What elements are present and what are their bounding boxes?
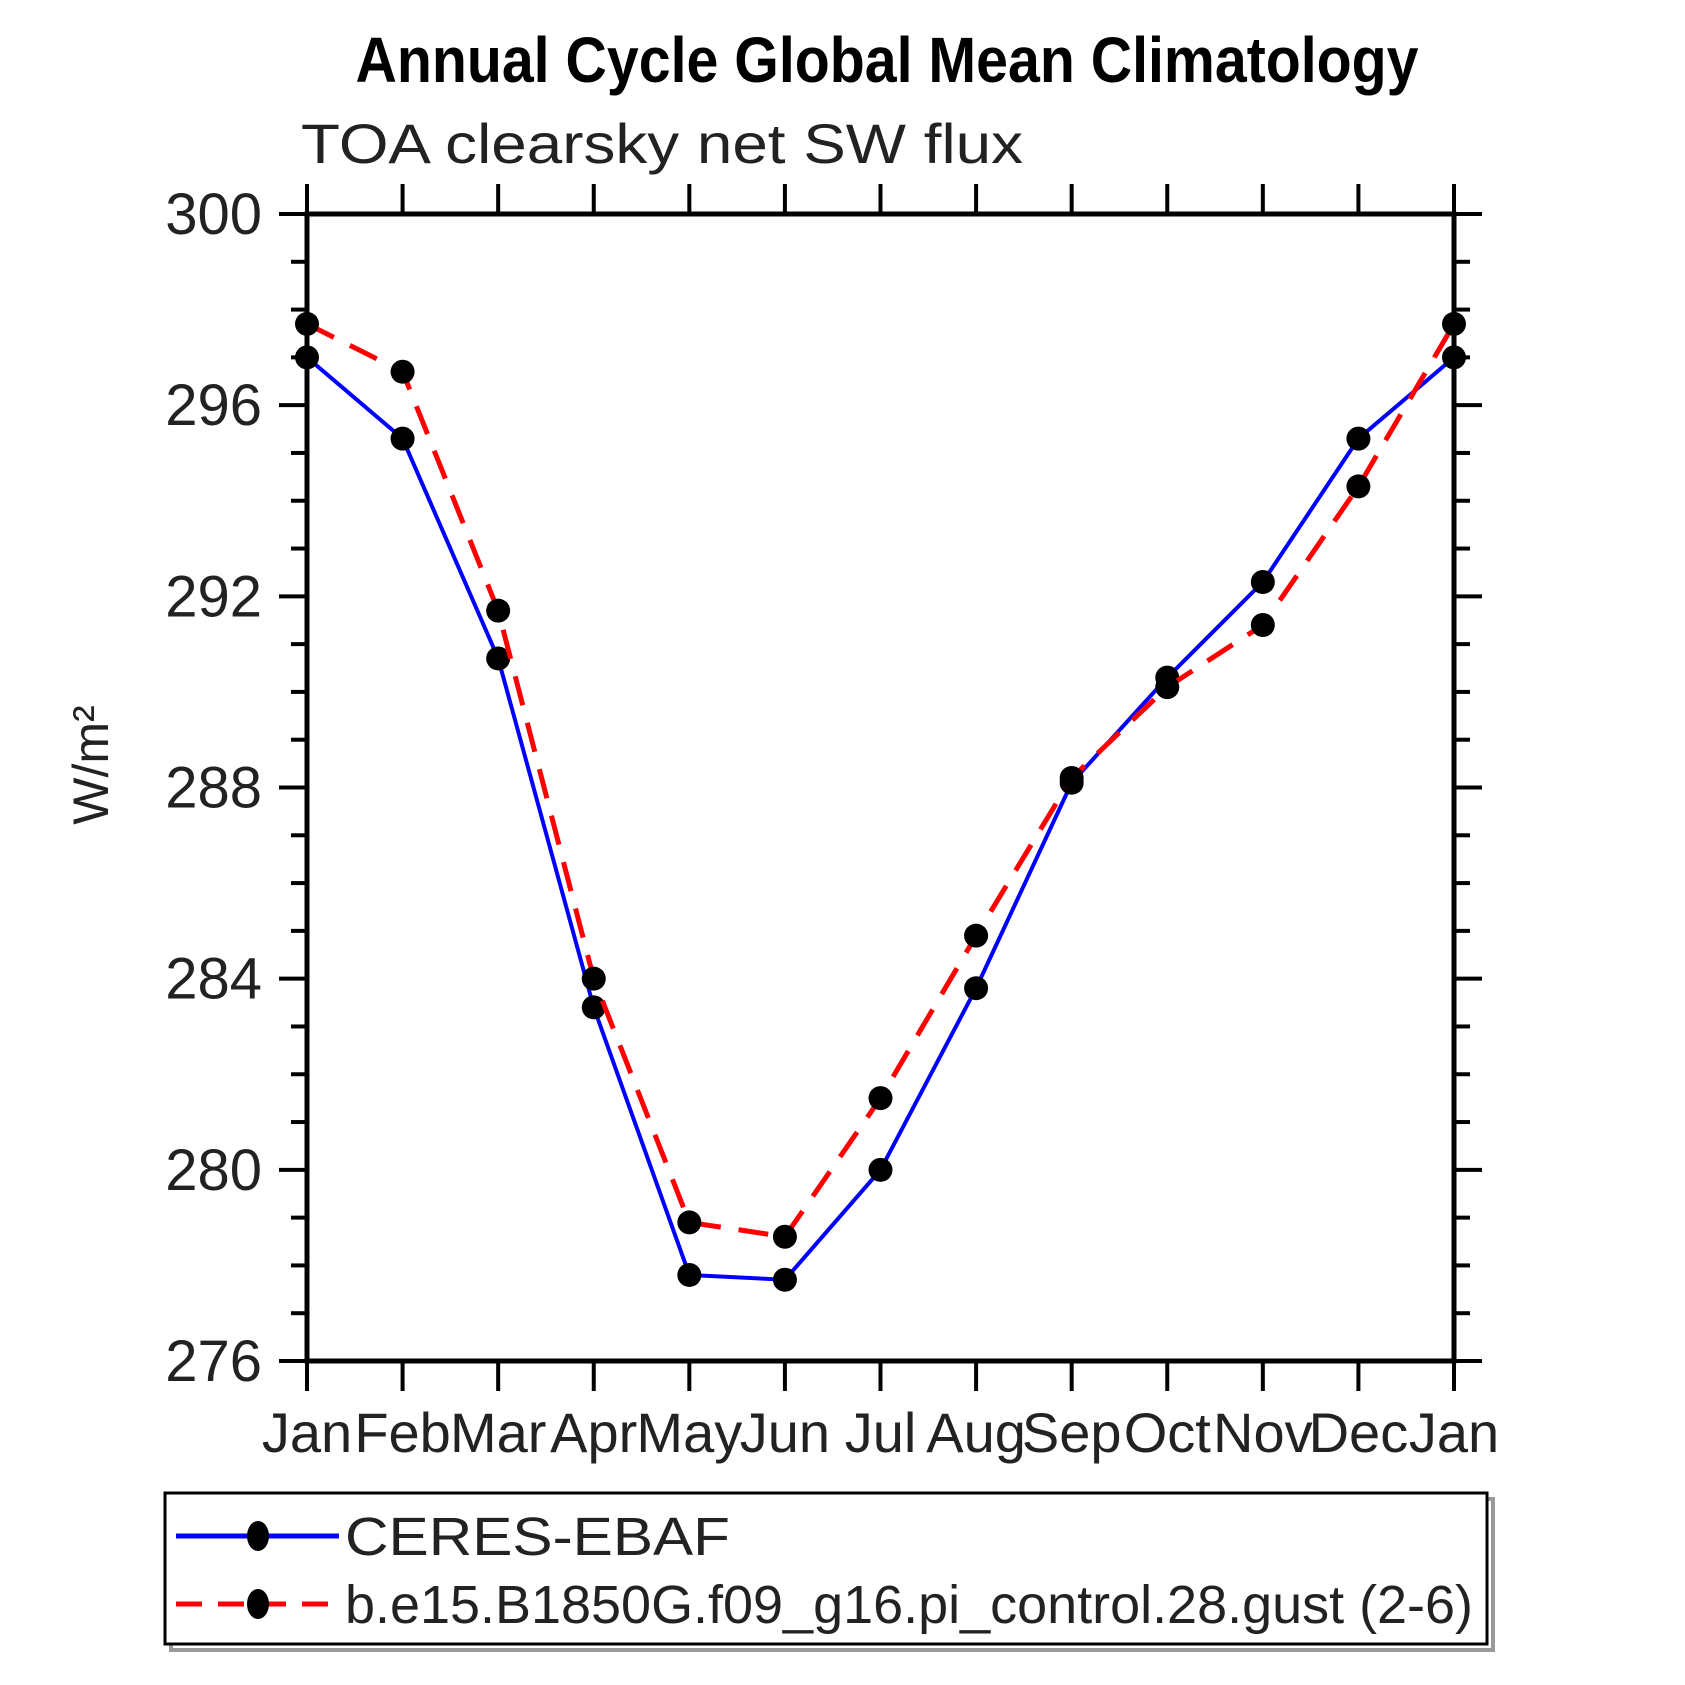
data-point-ceres-ebaf <box>295 345 319 370</box>
data-point-b-e15-b1850g-pi-control-28-gust <box>677 1210 702 1235</box>
data-point-b-e15-b1850g-pi-control-28-gust <box>1250 613 1275 638</box>
data-point-ceres-ebaf <box>581 995 606 1020</box>
y-axis-label: W/m² <box>63 705 119 824</box>
x-tick-label: Dec <box>1309 1401 1409 1464</box>
plot-frame <box>304 211 1457 1364</box>
y-tick-label: 292 <box>165 564 262 629</box>
x-tick-label: Jul <box>845 1401 917 1464</box>
series-line-ceres-ebaf <box>305 355 1456 1282</box>
y-tick-label: 284 <box>165 947 262 1012</box>
x-tick-label: Aug <box>926 1401 1026 1464</box>
data-point-ceres-ebaf <box>390 426 415 451</box>
data-point-b-e15-b1850g-pi-control-28-gust <box>295 311 319 336</box>
legend: CERES-EBAF b.e15.B1850G.f09_g16.pi_contro… <box>163 1491 1495 1652</box>
x-tick-label: Jan <box>262 1401 352 1464</box>
data-point-ceres-ebaf <box>964 976 989 1001</box>
y-tick-label: 300 <box>165 182 262 247</box>
x-tick-label: Sep <box>1022 1401 1122 1464</box>
x-tick-label: Mar <box>450 1401 546 1464</box>
legend-box <box>163 1491 1489 1646</box>
x-tick-label: Jun <box>740 1401 830 1464</box>
x-ticks <box>305 184 1456 1391</box>
legend-marker <box>247 1589 269 1619</box>
data-point-ceres-ebaf <box>1250 569 1275 594</box>
data-point-ceres-ebaf <box>1442 345 1466 370</box>
y-tick-label: 276 <box>165 1329 262 1394</box>
data-point-b-e15-b1850g-pi-control-28-gust <box>486 598 511 623</box>
x-tick-label: Apr <box>550 1401 637 1464</box>
legend-label: b.e15.B1850G.f09_g16.pi_control.28.gust … <box>345 1575 1473 1635</box>
data-point-ceres-ebaf <box>868 1157 893 1182</box>
legend-label: CERES-EBAF <box>345 1507 730 1567</box>
data-point-b-e15-b1850g-pi-control-28-gust <box>772 1224 797 1249</box>
y-tick-label: 280 <box>165 1138 262 1203</box>
chart-subtitle: TOA clearsky net SW flux <box>301 112 1023 175</box>
data-point-ceres-ebaf <box>1346 426 1371 451</box>
y-ticks <box>279 212 1482 1363</box>
data-point-b-e15-b1850g-pi-control-28-gust <box>1155 675 1180 700</box>
data-point-ceres-ebaf <box>677 1262 702 1287</box>
data-point-ceres-ebaf <box>772 1267 797 1292</box>
data-point-b-e15-b1850g-pi-control-28-gust <box>1346 474 1371 499</box>
x-tick-label: Jan <box>1409 1401 1499 1464</box>
data-point-b-e15-b1850g-pi-control-28-gust <box>868 1086 893 1111</box>
x-tick-label: Feb <box>354 1401 451 1464</box>
data-point-b-e15-b1850g-pi-control-28-gust <box>1059 765 1084 790</box>
data-point-b-e15-b1850g-pi-control-28-gust <box>964 923 989 948</box>
y-tick-label: 288 <box>165 756 262 821</box>
data-point-b-e15-b1850g-pi-control-28-gust <box>390 359 415 384</box>
series-group <box>295 311 1466 1292</box>
x-tick-label: Oct <box>1124 1401 1212 1464</box>
chart-title: Annual Cycle Global Mean Climatology <box>356 24 1419 96</box>
data-point-b-e15-b1850g-pi-control-28-gust <box>1442 311 1466 336</box>
data-point-ceres-ebaf <box>486 646 511 671</box>
legend-marker <box>247 1521 269 1551</box>
legend-entries: CERES-EBAF b.e15.B1850G.f09_g16.pi_contro… <box>176 1507 1473 1635</box>
y-tick-labels: 300 296 292 288 284 280 276 <box>165 182 262 1394</box>
data-point-b-e15-b1850g-pi-control-28-gust <box>581 966 606 991</box>
x-tick-label: Nov <box>1213 1401 1313 1464</box>
y-tick-label: 296 <box>165 373 262 438</box>
x-tick-label: May <box>636 1401 742 1464</box>
